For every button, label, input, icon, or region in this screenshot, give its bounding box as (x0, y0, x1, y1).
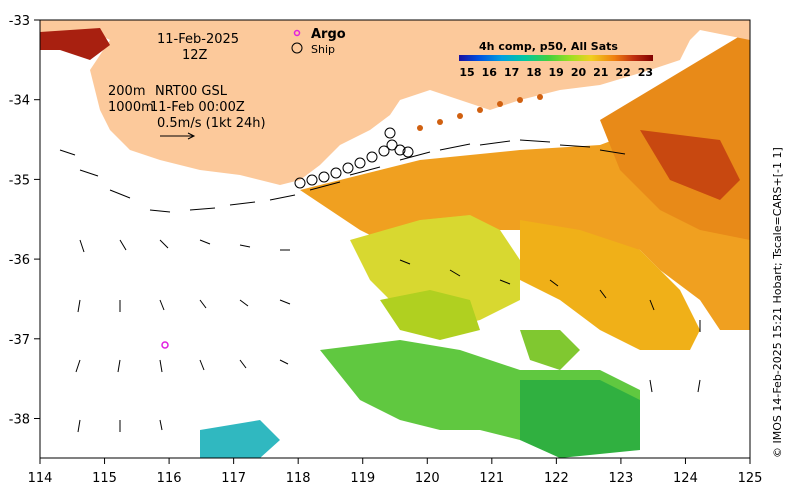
plot-frame (39, 19, 751, 459)
colorbar-tick-label: 21 (593, 66, 608, 79)
colorbar-tick-label: 20 (571, 66, 587, 79)
argo-legend-icon (293, 29, 301, 37)
current-scale-arrow (160, 132, 196, 140)
colorbar-tick-label: 19 (549, 66, 564, 79)
map-date: 11-Feb-2025 (157, 32, 239, 47)
colorbar-title: 4h comp, p50, All Sats (479, 40, 618, 53)
colorbar-tick-label: 17 (504, 66, 519, 79)
ship-track (294, 127, 414, 189)
x-tick-label: 114 (28, 471, 53, 486)
x-tick-label: 115 (92, 471, 117, 486)
colorbar-ticks: 15 16 17 18 19 20 21 22 23 (459, 66, 653, 79)
current-vectors (59, 139, 701, 433)
model-label: NRT00 GSL (155, 84, 228, 99)
ship-legend-icon (291, 42, 303, 54)
ship-track-dots (417, 94, 543, 131)
y-tick-label: -33 (9, 14, 30, 29)
x-tick-label: 125 (738, 471, 763, 486)
x-tick-label: 120 (415, 471, 440, 486)
coastal-warm-patch (40, 28, 110, 60)
y-axis: -33 -34 -35 -36 -37 -38 (9, 14, 40, 428)
colorbar-tick-label: 16 (482, 66, 498, 79)
x-tick-label: 121 (479, 471, 504, 486)
colorbar-tick-label: 22 (615, 66, 630, 79)
y-tick-label: -36 (9, 253, 30, 268)
y-tick-label: -37 (9, 333, 30, 348)
x-tick-label: 116 (157, 471, 182, 486)
y-tick-label: -38 (9, 413, 30, 428)
current-scale-label: 0.5m/s (1kt 24h) (157, 116, 266, 131)
argo-legend-label: Argo (311, 27, 346, 42)
colorbar-tick-label: 23 (638, 66, 653, 79)
colorbar-tick-label: 18 (526, 66, 541, 79)
depth-200-label: 200m (108, 84, 145, 99)
x-tick-label: 119 (350, 471, 375, 486)
x-tick-label: 118 (286, 471, 311, 486)
credit-text: © IMOS 14-Feb-2025 15:21 Hobart; Tscale=… (771, 147, 784, 458)
x-axis: 114 115 116 117 118 119 120 121 122 123 124 125 (28, 458, 763, 486)
depth-1000-label: 1000m (108, 100, 154, 115)
map-time: 12Z (182, 48, 208, 63)
colorbar-tick-label: 15 (459, 66, 474, 79)
x-tick-label: 124 (673, 471, 698, 486)
sst-field (200, 30, 750, 458)
x-tick-label: 123 (608, 471, 633, 486)
colorbar (459, 55, 653, 61)
land-mass (40, 20, 750, 185)
argo-float-marker (161, 341, 169, 349)
y-tick-label: -34 (9, 94, 30, 109)
analysis-time-label: 11-Feb 00:00Z (150, 100, 245, 115)
x-tick-label: 122 (544, 471, 569, 486)
ship-legend-label: Ship (311, 43, 335, 56)
x-tick-label: 117 (221, 471, 246, 486)
y-tick-label: -35 (9, 173, 30, 188)
